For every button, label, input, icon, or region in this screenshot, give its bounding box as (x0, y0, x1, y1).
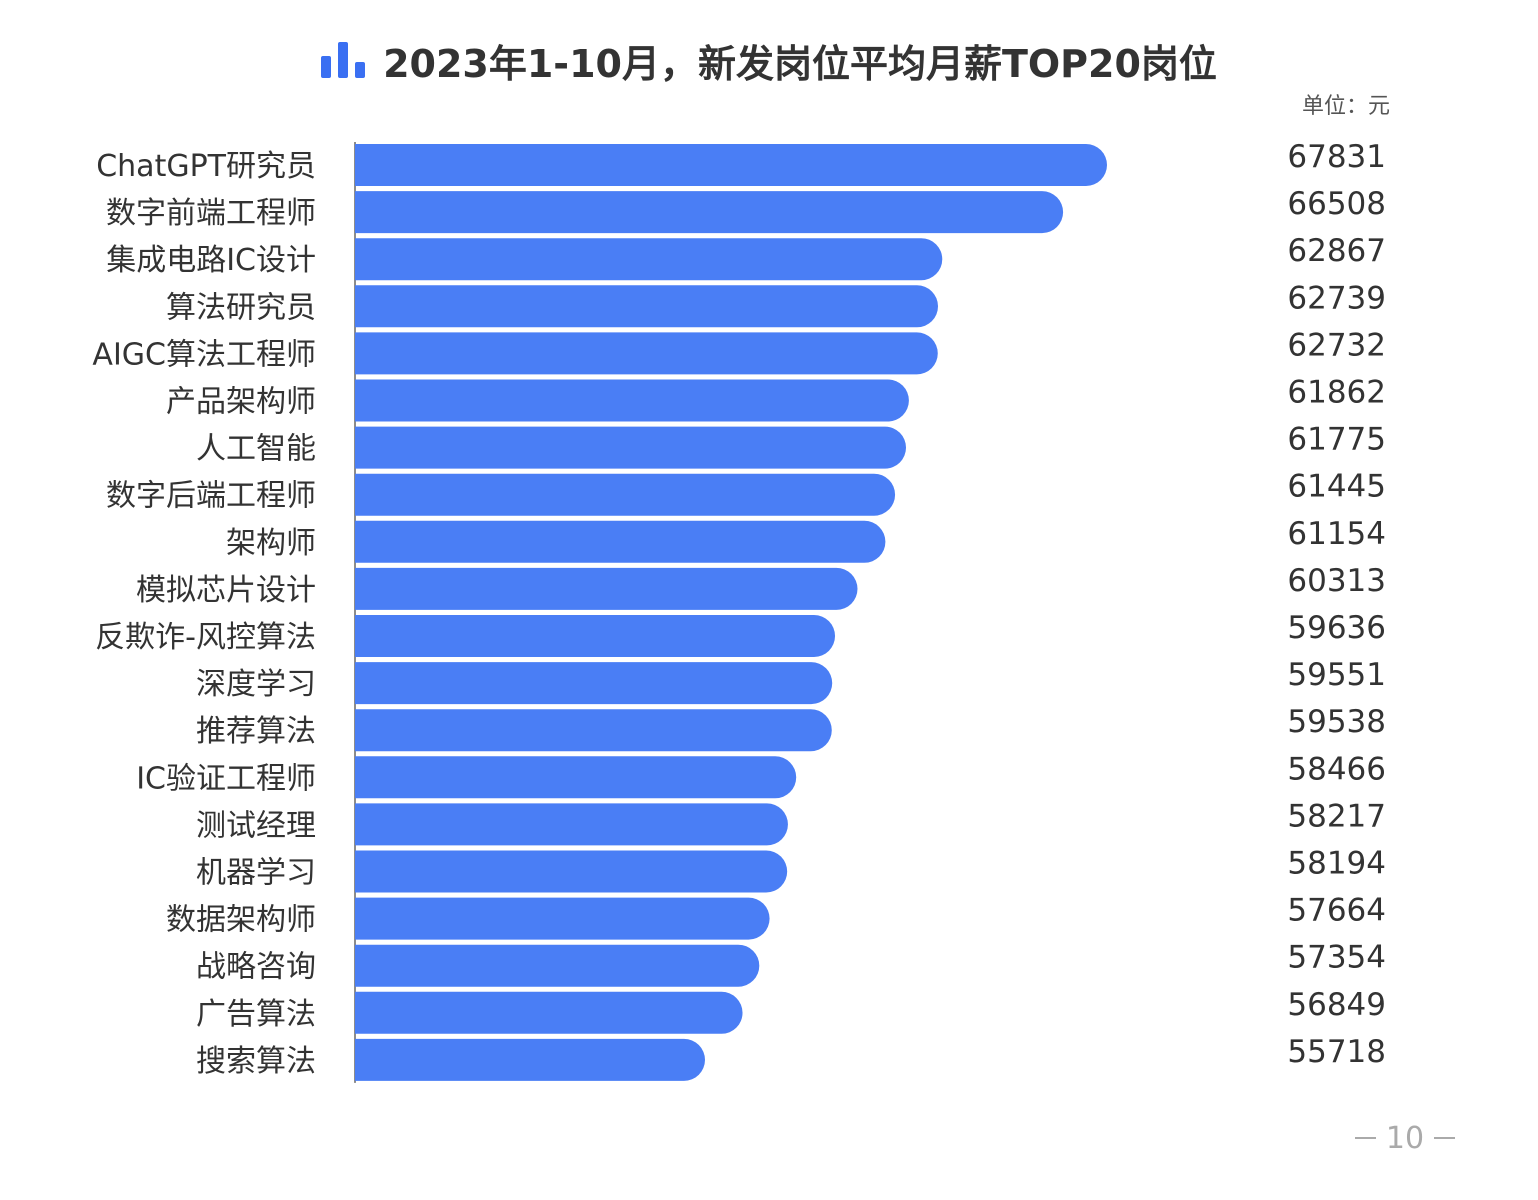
value-label: 67831 (1287, 139, 1386, 175)
chart-title: 2023年1-10月，新发岗位平均月薪TOP20岗位 (383, 41, 1217, 86)
value-label: 61775 (1287, 422, 1386, 458)
category-label: 产品架构师 (166, 385, 316, 420)
category-label: IC验证工程师 (136, 761, 316, 796)
bar (355, 238, 943, 281)
chart-title-row: 2023年1-10月，新发岗位平均月薪TOP20岗位 (0, 30, 1538, 90)
category-label: 广告算法 (196, 997, 316, 1032)
page-number-dash-left (1355, 1137, 1376, 1139)
category-label: AIGC算法工程师 (92, 337, 316, 372)
bar (355, 379, 909, 422)
value-label: 55718 (1287, 1034, 1386, 1070)
bar (355, 1038, 706, 1081)
category-label: ChatGPT研究员 (96, 149, 316, 184)
category-label: 机器学习 (196, 856, 316, 891)
category-label: 数字后端工程师 (106, 479, 316, 514)
bar (355, 897, 770, 940)
category-label: 推荐算法 (196, 714, 316, 749)
bar (355, 332, 938, 375)
bar (355, 756, 797, 799)
value-label: 61445 (1287, 469, 1386, 505)
bar-chart-icon (321, 42, 366, 78)
category-label: 数据架构师 (166, 903, 316, 938)
bar (355, 850, 788, 893)
value-label: 66508 (1287, 186, 1386, 222)
page-number-text: 10 (1385, 1120, 1425, 1156)
category-label: 架构师 (226, 526, 316, 561)
bar (355, 803, 788, 846)
page-number-dash-right (1434, 1137, 1455, 1139)
bar (355, 285, 939, 328)
value-label: 59636 (1287, 610, 1386, 646)
category-label: 数字前端工程师 (106, 196, 316, 231)
value-label: 60313 (1287, 563, 1386, 599)
category-label: 搜索算法 (196, 1044, 316, 1079)
category-label: 反欺诈-风控算法 (95, 620, 316, 655)
page-number: 10 (1345, 1118, 1465, 1158)
bar (355, 520, 886, 563)
category-label: 深度学习 (196, 667, 316, 702)
category-label: 算法研究员 (166, 290, 316, 325)
category-label: 战略咨询 (196, 950, 316, 985)
value-label: 59538 (1287, 704, 1386, 740)
bar (355, 615, 836, 657)
bar (355, 567, 858, 610)
value-label: 62867 (1287, 233, 1386, 269)
value-label: 62732 (1287, 327, 1386, 363)
category-label: 集成电路IC设计 (106, 243, 316, 278)
value-label: 61154 (1287, 516, 1386, 552)
bar (355, 473, 896, 516)
bar (355, 426, 907, 469)
bar (355, 144, 1107, 186)
bar (355, 709, 832, 752)
unit-label: 单位：元 (1301, 94, 1390, 119)
value-label: 56849 (1287, 987, 1386, 1023)
category-label: 人工智能 (196, 432, 316, 467)
value-label: 61862 (1287, 375, 1386, 411)
value-label: 58194 (1287, 846, 1386, 882)
bar (355, 944, 760, 987)
value-label: 62739 (1287, 280, 1386, 316)
category-label: 模拟芯片设计 (136, 573, 316, 608)
bar (355, 991, 743, 1034)
bar (355, 662, 833, 705)
value-label: 59551 (1287, 657, 1386, 693)
value-label: 57664 (1287, 893, 1386, 929)
value-label: 58217 (1287, 798, 1386, 834)
value-label: 57354 (1287, 940, 1386, 976)
category-label: 测试经理 (196, 808, 316, 843)
value-label: 58466 (1287, 751, 1386, 787)
bar (355, 191, 1064, 234)
